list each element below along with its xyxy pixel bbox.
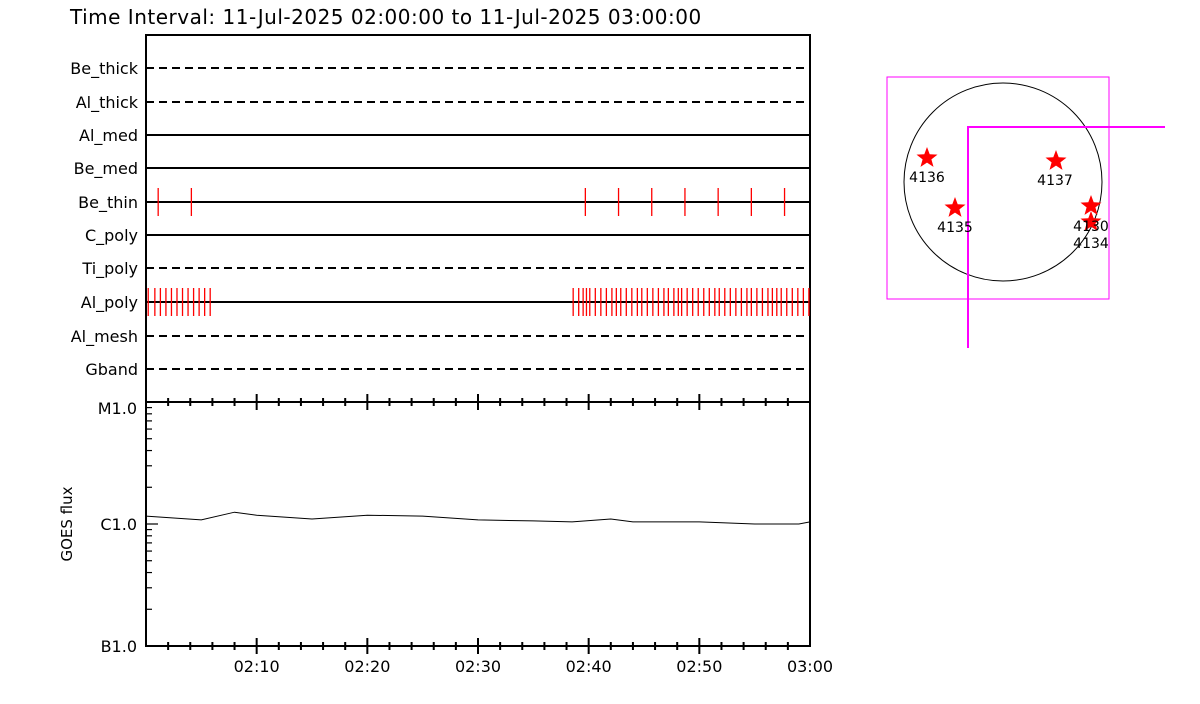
solar-disk (903, 82, 1103, 282)
row-label: Be_thin (78, 193, 138, 213)
plot-title: Time Interval: 11-Jul-2025 02:00:00 to 1… (69, 5, 702, 29)
active-region-star-icon (1080, 211, 1102, 231)
active-region-star-icon (944, 197, 966, 217)
y-tick-label-m1: M1.0 (98, 399, 137, 418)
x-tick-label: 03:00 (787, 657, 833, 676)
active-region-star-icon (916, 147, 938, 167)
active-region-label: 4135 (937, 220, 973, 236)
x-tick-label: 02:50 (676, 657, 722, 676)
goes-frame (145, 401, 811, 647)
active-region-label: 4134 (1073, 236, 1109, 252)
row-label: Al_med (79, 126, 138, 146)
x-tick-label: 02:20 (344, 657, 390, 676)
y-tick-label-c1: C1.0 (100, 515, 137, 534)
row-label: Be_thick (70, 59, 138, 79)
row-label: C_poly (85, 226, 138, 246)
active-region-label: 4137 (1037, 173, 1073, 189)
x-tick-label: 02:10 (234, 657, 280, 676)
x-tick-label: 02:40 (566, 657, 612, 676)
row-label: Ti_poly (81, 259, 138, 279)
filter-timeline-panel: Be_thick Al_thick Al_med Be_med Be_thin C_pol… (70, 34, 811, 403)
active-region-label: 4130 (1073, 219, 1109, 235)
row-label: Al_poly (81, 293, 138, 313)
active-region-label: 4136 (909, 170, 945, 186)
row-label: Be_med (74, 159, 138, 179)
timeline-frame (145, 34, 811, 403)
fov-lines (967, 126, 1165, 348)
goes-flux-line (145, 511, 811, 525)
row-label: Al_mesh (71, 327, 138, 347)
y-tick-label-b1: B1.0 (101, 637, 137, 656)
row-label: Gband (85, 360, 138, 379)
row-label: Al_thick (76, 93, 139, 113)
active-region-star-icon (1080, 195, 1102, 215)
x-tick-label: 02:30 (455, 657, 501, 676)
active-region-star-icon (1045, 150, 1067, 170)
map-frame (886, 76, 1110, 300)
goes-flux-panel: GOES flux M1.0 C1.0 B1.0 02:10 02:20 02:30… (58, 394, 833, 676)
goes-y-label: GOES flux (58, 486, 76, 561)
